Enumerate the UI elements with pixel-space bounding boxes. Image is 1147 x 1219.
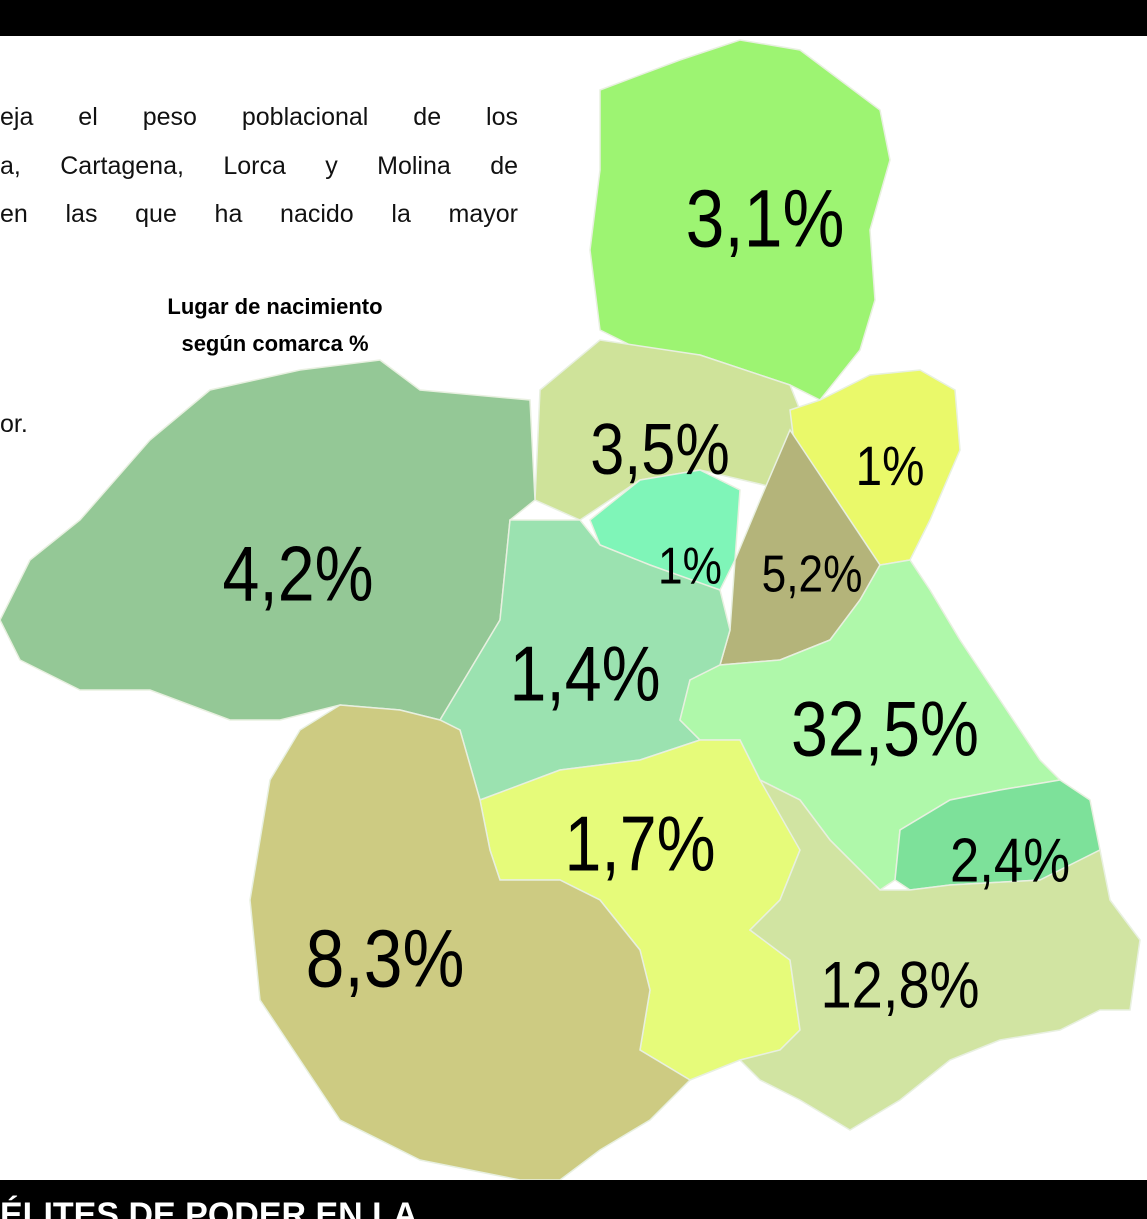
footer-text: ÉLITES DE PODER EN LA bbox=[0, 1196, 418, 1219]
region-label: 1,7% bbox=[564, 801, 715, 888]
region-label: 3,5% bbox=[590, 410, 729, 490]
region-label: 32,5% bbox=[791, 686, 979, 773]
region bbox=[589, 39, 891, 401]
region bbox=[249, 704, 692, 1181]
region-label: 1,4% bbox=[509, 631, 660, 718]
region bbox=[738, 778, 1141, 1131]
region-label: 1% bbox=[658, 537, 722, 595]
region-label: 3,1% bbox=[686, 173, 845, 265]
region-label: 4,2% bbox=[222, 531, 373, 618]
text-line: en las que ha nacido la mayor bbox=[0, 200, 518, 228]
text-line: eja el peso poblacional de los bbox=[0, 103, 518, 131]
map-title: Lugar de nacimiento según comarca % bbox=[167, 294, 383, 356]
text-line: a, Cartagena, Lorca y Molina de bbox=[0, 152, 518, 180]
region-label: 5,2% bbox=[762, 545, 863, 603]
region-label: 12,8% bbox=[820, 948, 979, 1021]
region-label: 8,3% bbox=[306, 913, 465, 1005]
bottom-bar bbox=[0, 1180, 1147, 1219]
region-label: 1% bbox=[856, 435, 925, 497]
text-line: or. bbox=[0, 410, 28, 438]
top-bar bbox=[0, 0, 1147, 36]
region-label: 2,4% bbox=[950, 826, 1070, 895]
